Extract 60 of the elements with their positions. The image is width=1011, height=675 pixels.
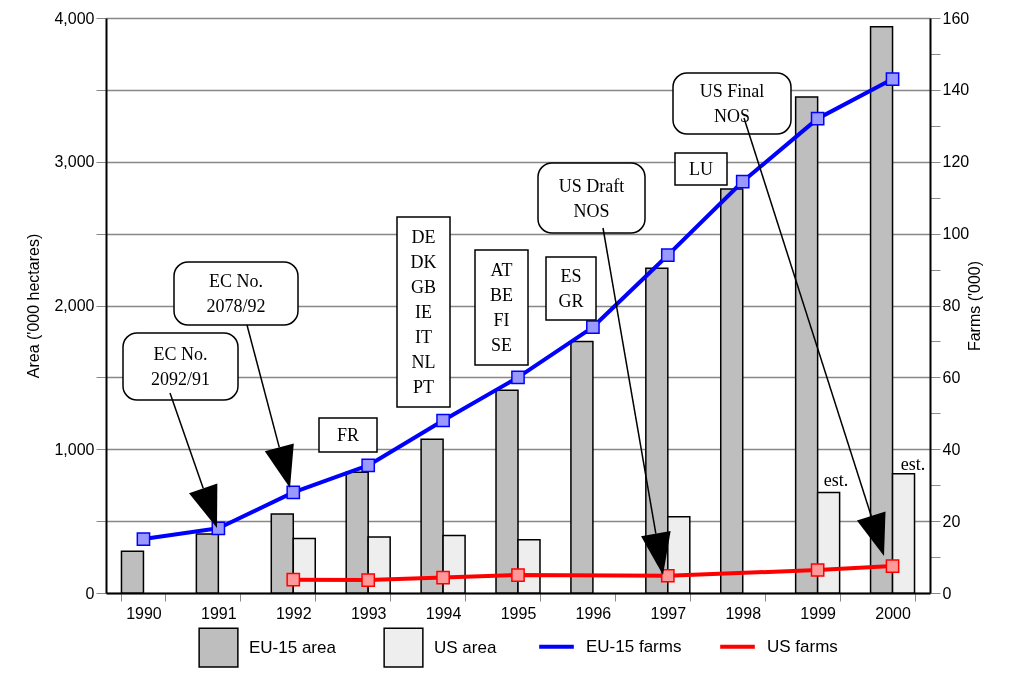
annotation: EC No. 2078/92 [206,271,266,316]
point [511,568,525,582]
y2-tick-label: 40 [942,440,961,458]
y-tick-label: 0 [85,584,95,602]
annotation: US Final NOS [699,81,765,126]
point [436,570,450,585]
point [511,370,525,385]
legend-label: EU-15 farms [586,636,682,656]
annotation: LU [689,159,713,179]
x-tick-label: 1990 [126,604,162,622]
point [211,521,226,536]
x-tick-label: 1991 [201,604,237,622]
point [286,485,301,500]
annotation: FR [336,425,360,445]
y2-tick-label: 60 [942,368,961,386]
y2-tick-label: 80 [942,297,961,314]
annotation: est. [823,470,849,490]
x-tick-label: 1999 [800,604,837,622]
point [660,568,675,583]
x-tick-label: 1994 [425,604,462,622]
y2-tick-label: 100 [942,225,970,243]
point [735,174,750,189]
x-tick-label: 1993 [350,604,387,622]
point [885,559,900,573]
y2-tick-label: 20 [942,512,961,530]
y2-tick-label: 120 [942,153,970,171]
point [810,563,825,577]
point [361,573,376,587]
point [361,458,376,473]
point [286,572,301,587]
x-tick-label: 1998 [725,604,762,622]
y2-tick-label: 0 [942,584,952,602]
y-tick-label: 4,000 [54,9,95,27]
annotation: ES GR [558,266,584,311]
y-tick-label: 3,000 [54,153,95,171]
point [436,413,450,428]
x-tick-label: 1992 [275,604,312,622]
y-tick-label: 1,000 [54,440,95,458]
legend-label: EU-15 area [249,637,337,657]
point [136,532,151,546]
y2-axis-title: Farms ('000) [966,260,984,352]
annotation: AT BE FI SE [489,260,514,355]
x-tick-label: 1995 [500,604,537,622]
point [586,320,600,334]
annotation: US Draft NOS [558,175,625,221]
y-tick-label: 2,000 [54,297,95,314]
x-tick-label: 2000 [875,604,911,622]
y2-tick-label: 160 [942,9,970,27]
y2-tick-label: 140 [942,81,970,99]
point [660,248,675,263]
point [810,111,825,126]
y-axis-title: Area ('000 hectares) [25,233,43,379]
annotation: EC No. 2092/91 [150,344,211,389]
legend-label: US farms [767,636,838,656]
x-tick-label: 1997 [650,604,687,622]
point [885,72,900,86]
legend-label: US area [434,637,497,657]
annotation: est. [900,454,926,474]
annotation: DE DK GB IE IT NL PT [410,227,437,397]
x-tick-label: 1996 [575,604,612,622]
